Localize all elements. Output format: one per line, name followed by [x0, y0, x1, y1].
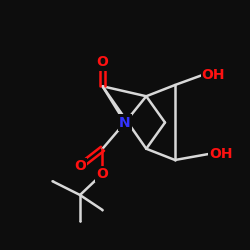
Text: O: O	[74, 159, 86, 173]
Text: O: O	[96, 56, 108, 70]
Text: N: N	[119, 116, 131, 130]
Text: O: O	[96, 167, 108, 181]
Text: OH: OH	[209, 147, 232, 161]
Text: OH: OH	[201, 68, 225, 82]
